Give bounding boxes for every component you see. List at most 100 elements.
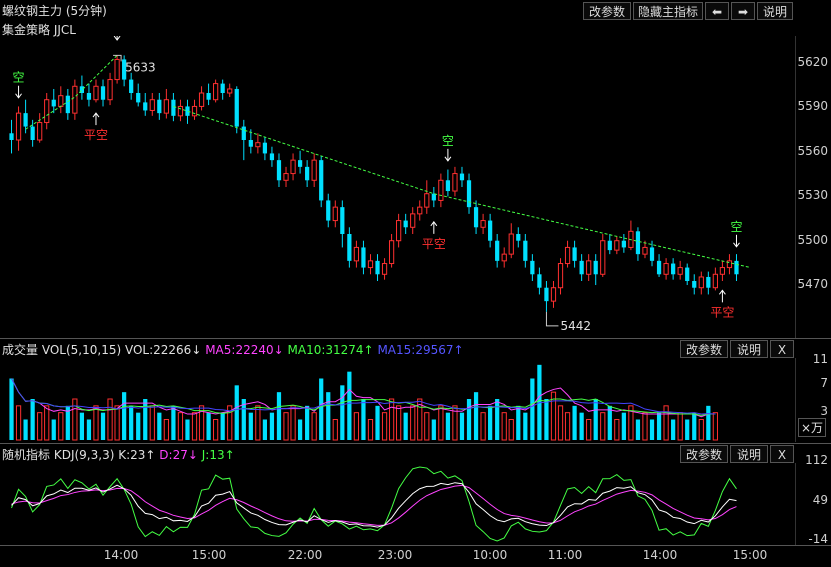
candle-body-down (523, 240, 528, 261)
cover-arrow-head (719, 289, 726, 295)
kdj-pane-divider (0, 443, 831, 444)
volume-bar-down (220, 412, 225, 440)
volume-bar-up (15, 405, 22, 441)
cover-arrow-head (92, 112, 100, 118)
volume-bar-up (712, 412, 718, 441)
hide-main-indicator-button[interactable]: 隐藏主指标 (633, 2, 703, 20)
scroll-right-button[interactable]: ➡ (731, 2, 755, 20)
volume-bar-down (445, 412, 451, 440)
candle-body-up (501, 253, 507, 262)
candle-body-up (213, 83, 219, 101)
candle-body-down (122, 59, 127, 80)
volume-bar-up (177, 412, 184, 441)
candle-body-down (495, 240, 500, 261)
candle-body-down (403, 220, 408, 228)
volume-title: 成交量 VOL(5,10,15) VOL:22266↓ MA5:22240↓ M… (2, 341, 464, 358)
volume-bar-down (593, 399, 598, 440)
candlestick-chart[interactable]: 56335442空空空空平空平空平空 (0, 36, 795, 338)
volume-bar-up (93, 405, 99, 441)
kdj-close-button[interactable]: X (770, 445, 794, 463)
volume-params: VOL(5,10,15) (41, 343, 122, 357)
candle-body-down (579, 260, 584, 275)
volume-bar-down (9, 378, 14, 440)
volume-bar-down (30, 399, 35, 440)
kdj-change-params-button[interactable]: 改参数 (680, 445, 728, 463)
time-tick-0: 14:00 (103, 548, 139, 562)
candle-body-down (276, 160, 282, 181)
candle-body-up (719, 267, 726, 275)
kdj-help-button[interactable]: 说明 (730, 445, 768, 463)
volume-bar-down (656, 412, 662, 440)
volume-bar-up (353, 412, 360, 441)
volume-bar-down (248, 412, 253, 440)
kdj-chart[interactable] (0, 463, 795, 545)
volume-bar-down (206, 412, 211, 440)
sell-short-signal: 空 (730, 220, 742, 234)
volume-bar-up (388, 398, 395, 441)
time-tick-5: 11:00 (547, 548, 583, 562)
volume-bar-up (600, 412, 606, 441)
candle-body-down (269, 153, 275, 161)
price-tick-5500: 5500 (797, 233, 828, 247)
volume-bar-down (649, 419, 655, 440)
volume-bar-up (698, 419, 704, 441)
volume-bar-up (283, 412, 289, 441)
candle-body-up (283, 173, 289, 181)
cover-arrow-head (430, 221, 438, 227)
candle-body-down (537, 274, 542, 288)
volume-unit-label: ×万 (798, 418, 827, 437)
candle-body-down (241, 126, 246, 140)
scroll-left-button[interactable]: ⬅ (705, 2, 729, 20)
candle-body-up (452, 173, 458, 192)
candle-body-down (23, 113, 28, 127)
volume-bar-down (375, 405, 380, 440)
time-tick-7: 15:00 (732, 548, 768, 562)
candle-body-up (177, 105, 184, 117)
volume-value: VOL:22266↓ (124, 343, 202, 357)
volume-bar-up (114, 405, 120, 441)
candle-body-down (572, 247, 577, 261)
candle-body-up (480, 220, 486, 228)
candle-body-down (65, 95, 70, 114)
volume-close-button[interactable]: X (770, 340, 794, 358)
candle-body-down (248, 140, 253, 147)
low-price-marker (545, 311, 559, 327)
volume-bar-up (642, 412, 648, 441)
price-tick-5470: 5470 (797, 277, 828, 291)
candle-body-up (712, 273, 718, 289)
volume-bar-down (241, 399, 246, 440)
volume-ma10: MA10:31274↑ (287, 343, 374, 357)
volume-ma15-line (11, 378, 716, 415)
volume-chart[interactable] (0, 358, 795, 442)
candle-body-down (488, 220, 493, 241)
candle-body-down (466, 180, 472, 208)
sell-arrow-head (444, 156, 452, 162)
trend-line-down (173, 105, 751, 269)
volume-bar-down (607, 405, 612, 440)
volume-bar-down (122, 392, 127, 440)
time-tick-1: 15:00 (191, 548, 227, 562)
candle-body-down (206, 93, 211, 100)
volume-bar-down (488, 405, 493, 440)
candle-body-up (726, 260, 733, 269)
sell-arrow-head (15, 93, 22, 99)
candle-body-down (143, 102, 148, 111)
kdj-tick-112: 112 (805, 453, 828, 467)
candle-body-down (593, 260, 598, 275)
kdj-j: J:13↑ (201, 448, 235, 462)
volume-change-params-button[interactable]: 改参数 (680, 340, 728, 358)
candle-body-up (93, 85, 99, 101)
volume-bar-up (614, 419, 620, 441)
volume-help-button[interactable]: 说明 (730, 340, 768, 358)
candle-body-down (86, 93, 92, 100)
volume-bar-down (171, 405, 176, 440)
volume-bar-down (86, 419, 92, 440)
candle-body-down (340, 207, 345, 234)
change-params-button[interactable]: 改参数 (583, 2, 631, 20)
help-button[interactable]: 说明 (757, 2, 793, 20)
candle-body-up (614, 240, 620, 251)
volume-bar-down (65, 405, 70, 440)
candle-body-down (347, 234, 352, 261)
volume-bar-down (572, 405, 577, 440)
price-axis: 5620 5590 5560 5530 5500 5470 (795, 36, 831, 338)
